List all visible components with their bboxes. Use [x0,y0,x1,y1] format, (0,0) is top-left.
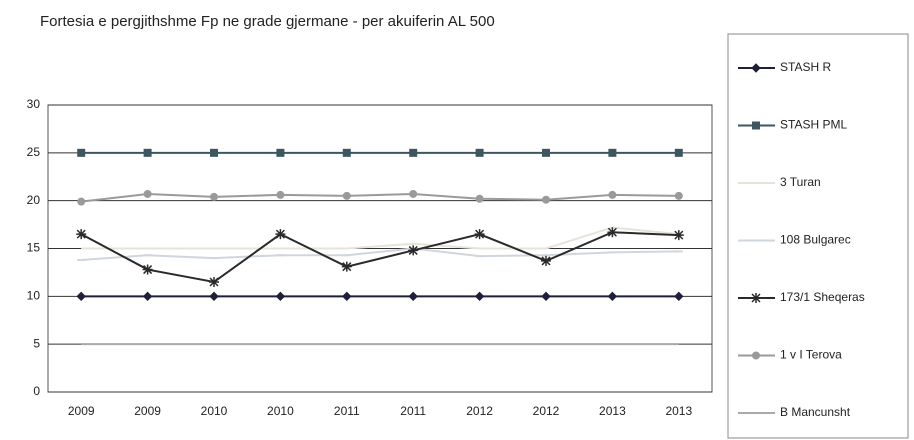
x-tick-label: 2011 [334,404,360,418]
data-point [76,291,86,302]
data-point [474,291,485,302]
series-line [81,247,679,261]
legend-marker [751,63,761,73]
data-point [541,255,551,266]
x-tick-label: 2009 [134,404,161,418]
data-point [608,190,617,199]
x-tick-label: 2009 [68,404,95,418]
data-point [276,148,285,157]
data-point [143,148,152,157]
data-point [342,191,351,200]
series-line [81,192,679,203]
data-point [77,197,86,206]
data-point [142,264,153,275]
legend-marker [751,293,761,303]
data-point [210,148,218,157]
y-tick-label: 30 [27,97,41,111]
data-point [674,291,684,302]
data-point [210,192,218,201]
legend-label: 173/1 Sheqeras [780,290,865,304]
y-tick-label: 20 [27,193,41,207]
data-point [475,194,484,203]
legend-label: STASH R [780,60,831,74]
data-point [674,148,683,157]
y-tick-label: 0 [33,384,40,398]
legend-marker [752,351,760,360]
chart-title: Fortesia e pergjithshme Fp ne grade gjer… [40,13,495,30]
data-point [209,276,219,287]
data-point [542,148,550,157]
x-tick-label: 2010 [267,404,294,418]
data-point [142,291,153,302]
y-tick-label: 5 [33,336,40,350]
data-point [275,229,286,240]
legend-label: 3 Turan [780,175,821,189]
x-tick-label: 2010 [201,404,228,418]
legend-label: 1 v I Terova [780,348,842,362]
data-point [475,148,484,157]
x-tick-label: 2011 [400,404,426,418]
y-tick-label: 10 [27,289,41,303]
legend-box [727,33,909,439]
x-tick-label: 2013 [599,404,626,418]
data-point [542,195,550,204]
data-point [408,245,419,256]
data-point [607,291,618,302]
x-tick-label: 2012 [466,404,493,418]
y-tick-label: 15 [27,241,41,255]
data-point [209,291,219,302]
legend-label: B Mancunsht [780,405,851,419]
y-tick-label: 25 [27,145,41,159]
data-point [409,189,418,198]
series-line [81,226,679,250]
data-point [408,291,418,302]
data-point [276,190,285,199]
data-point [608,148,617,157]
x-tick-label: 2013 [665,404,692,418]
legend-marker [752,121,760,130]
data-point [342,148,351,157]
data-point [76,229,87,240]
legend-label: 108 Bulgarec [780,233,851,247]
data-point [143,189,152,198]
data-point [275,291,286,302]
data-point [541,291,551,302]
x-tick-label: 2012 [533,404,560,418]
data-point [77,148,86,157]
data-point [409,148,418,157]
data-point [342,291,352,302]
data-point [674,191,683,200]
data-point [673,230,684,241]
data-point [607,227,618,238]
data-point [474,229,485,240]
data-point [341,261,352,272]
series-line [80,231,679,284]
legend-label: STASH PML [780,118,847,132]
